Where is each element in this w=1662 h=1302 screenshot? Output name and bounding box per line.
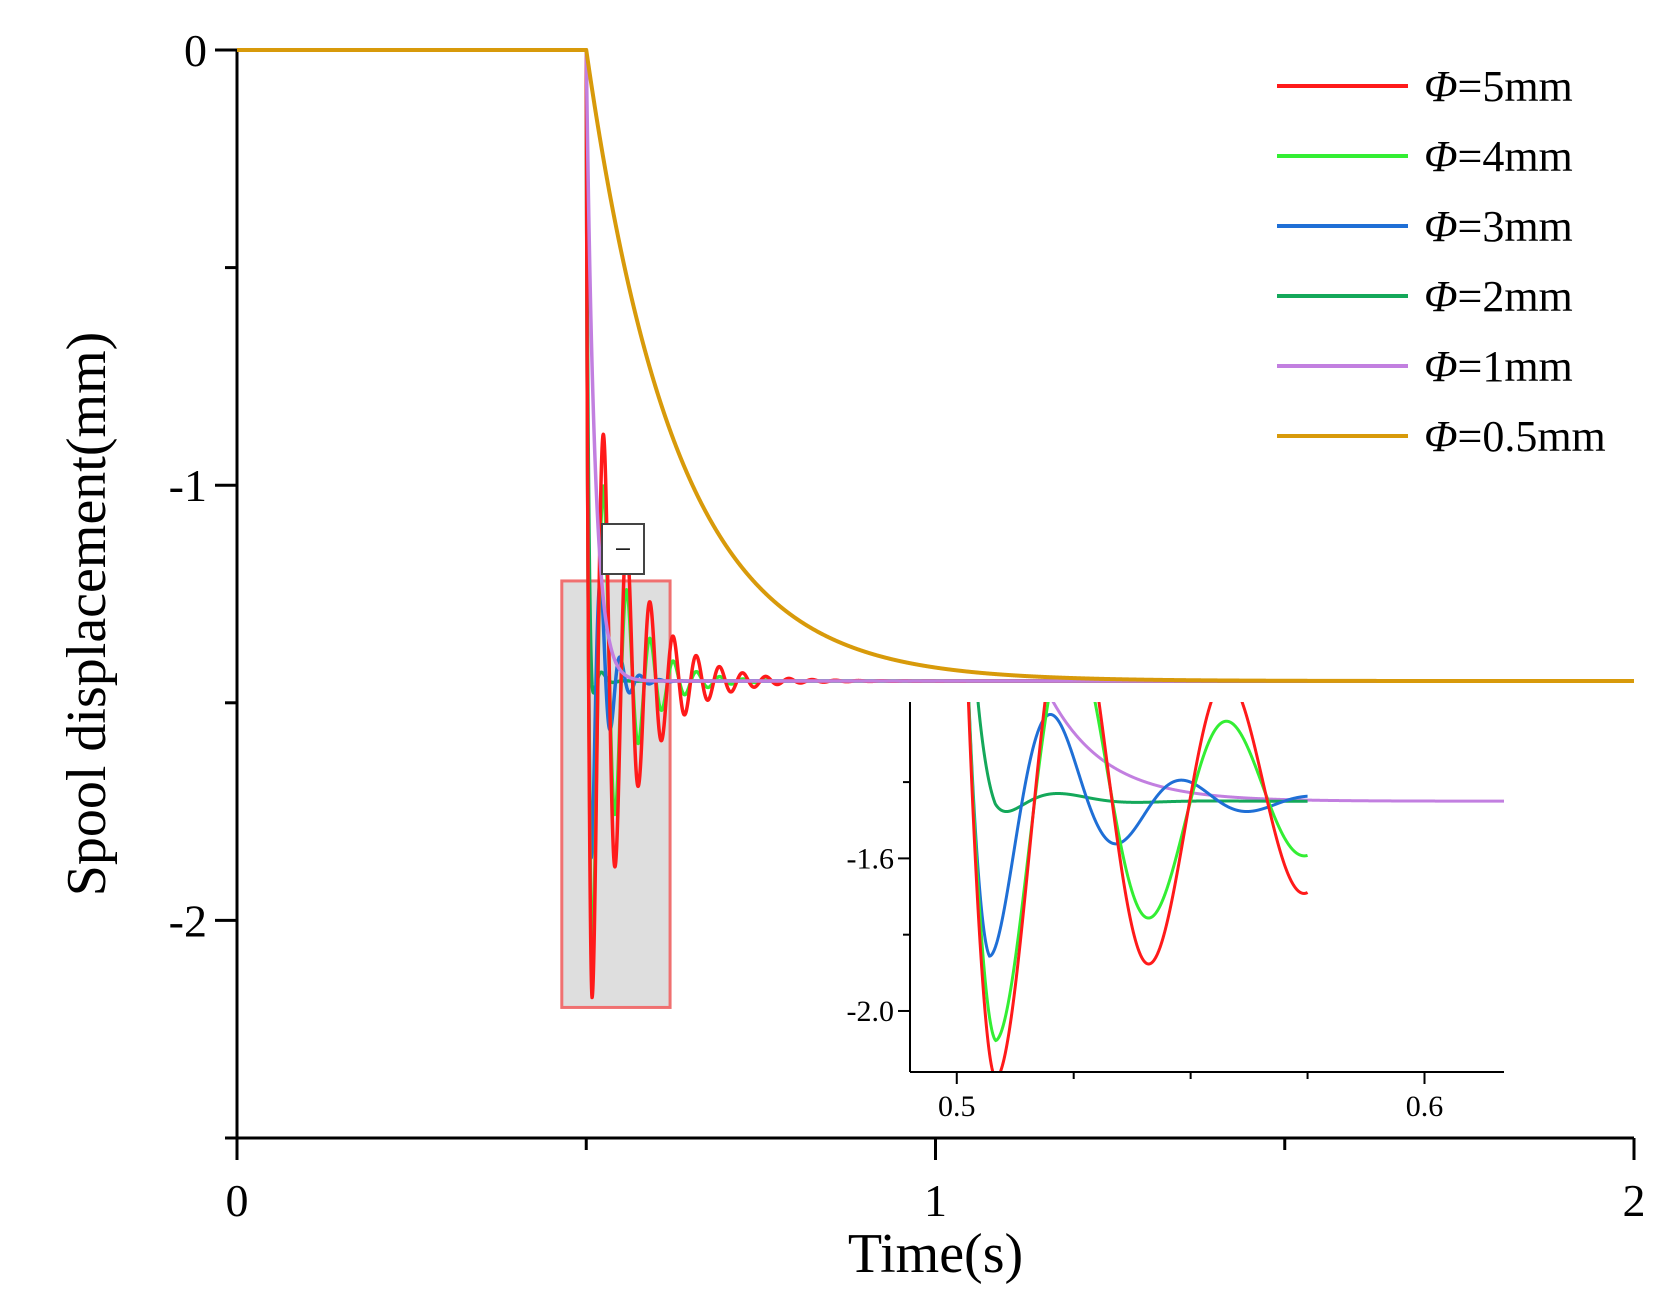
legend-value: =5mm <box>1458 62 1573 111</box>
legend-value: =0.5mm <box>1458 412 1606 461</box>
main-axes-frame <box>215 48 1636 1160</box>
collapse-button-frame[interactable] <box>601 523 645 575</box>
legend-symbol: Φ <box>1424 132 1458 181</box>
main-series-group <box>235 48 1636 1000</box>
legend-symbol: Φ <box>1424 342 1458 391</box>
inset-plot: 0.5 0.6 -1.6 -2.0 <box>847 702 1504 1123</box>
y-axis-title: Spool displacement(mm) <box>56 332 118 897</box>
legend-value: =2mm <box>1458 272 1573 321</box>
inset-series-line-2mm <box>976 702 1308 814</box>
legend-label: Φ=0.5mm <box>1424 412 1606 461</box>
y-tick-label: -1 <box>169 460 207 511</box>
inset-y-tick-label: -1.6 <box>847 842 895 875</box>
inset-y-tick-label: -2.0 <box>847 995 895 1028</box>
legend-label: Φ=2mm <box>1424 272 1573 321</box>
legend-symbol: Φ <box>1424 202 1458 251</box>
legend-label: Φ=5mm <box>1424 62 1573 111</box>
x-tick-label: 1 <box>924 1175 947 1226</box>
legend-label: Φ=4mm <box>1424 132 1573 181</box>
legend-symbol: Φ <box>1424 412 1458 461</box>
collapse-button-label[interactable]: − <box>615 533 632 566</box>
legend-value: =4mm <box>1458 132 1573 181</box>
inset-x-tick-label: 0.6 <box>1406 1090 1444 1123</box>
inset-series-line-5mm <box>966 702 1309 1072</box>
legend-symbol: Φ <box>1424 272 1458 321</box>
legend-value: =3mm <box>1458 202 1573 251</box>
collapse-button[interactable]: − <box>601 523 645 575</box>
inset-x-tick-label: 0.5 <box>938 1090 976 1123</box>
x-tick-label: 2 <box>1623 1175 1646 1226</box>
series-line-0-5mm <box>235 48 1636 684</box>
x-axis-title: Time(s) <box>848 1223 1023 1285</box>
x-tick-label: 0 <box>226 1175 249 1226</box>
legend-value: =1mm <box>1458 342 1573 391</box>
y-tick-label: -2 <box>169 895 207 946</box>
legend-label: Φ=3mm <box>1424 202 1573 251</box>
legend-label: Φ=1mm <box>1424 342 1573 391</box>
inset-background <box>910 702 1504 1072</box>
inset-series-group <box>966 702 1504 1072</box>
inset-series-line-1mm <box>1051 702 1504 803</box>
y-tick-label: 0 <box>184 25 207 76</box>
main-tick-labels: 0 1 2 0 -1 -2 <box>169 25 1646 1226</box>
legend-symbol: Φ <box>1424 62 1458 111</box>
